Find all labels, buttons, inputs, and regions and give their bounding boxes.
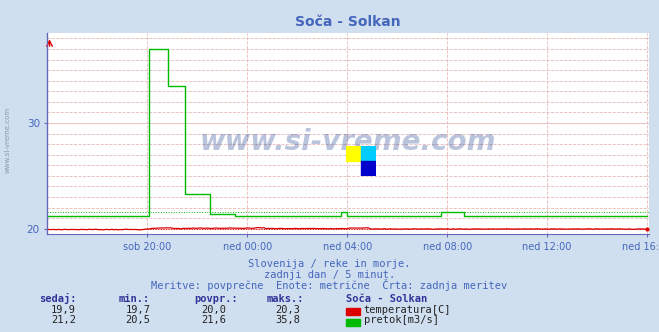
Text: www.si-vreme.com: www.si-vreme.com xyxy=(5,106,11,173)
Bar xyxy=(361,146,376,161)
Text: 21,2: 21,2 xyxy=(51,315,76,325)
Title: Soča - Solkan: Soča - Solkan xyxy=(295,15,401,29)
Text: min.:: min.: xyxy=(119,294,150,304)
Text: povpr.:: povpr.: xyxy=(194,294,238,304)
Text: zadnji dan / 5 minut.: zadnji dan / 5 minut. xyxy=(264,270,395,280)
Text: temperatura[C]: temperatura[C] xyxy=(364,305,451,315)
Bar xyxy=(346,146,361,161)
Text: sedaj:: sedaj: xyxy=(40,293,77,304)
Bar xyxy=(361,161,376,176)
Text: 35,8: 35,8 xyxy=(275,315,300,325)
Text: 19,9: 19,9 xyxy=(51,305,76,315)
Text: 20,5: 20,5 xyxy=(125,315,150,325)
Text: pretok[m3/s]: pretok[m3/s] xyxy=(364,315,439,325)
Text: 20,3: 20,3 xyxy=(275,305,300,315)
Text: 19,7: 19,7 xyxy=(125,305,150,315)
Text: 21,6: 21,6 xyxy=(201,315,226,325)
Text: Slovenija / reke in morje.: Slovenija / reke in morje. xyxy=(248,259,411,269)
Text: www.si-vreme.com: www.si-vreme.com xyxy=(200,128,496,156)
Text: maks.:: maks.: xyxy=(267,294,304,304)
Text: 20,0: 20,0 xyxy=(201,305,226,315)
Text: Meritve: povprečne  Enote: metrične  Črta: zadnja meritev: Meritve: povprečne Enote: metrične Črta:… xyxy=(152,279,507,291)
Text: Soča - Solkan: Soča - Solkan xyxy=(346,294,427,304)
